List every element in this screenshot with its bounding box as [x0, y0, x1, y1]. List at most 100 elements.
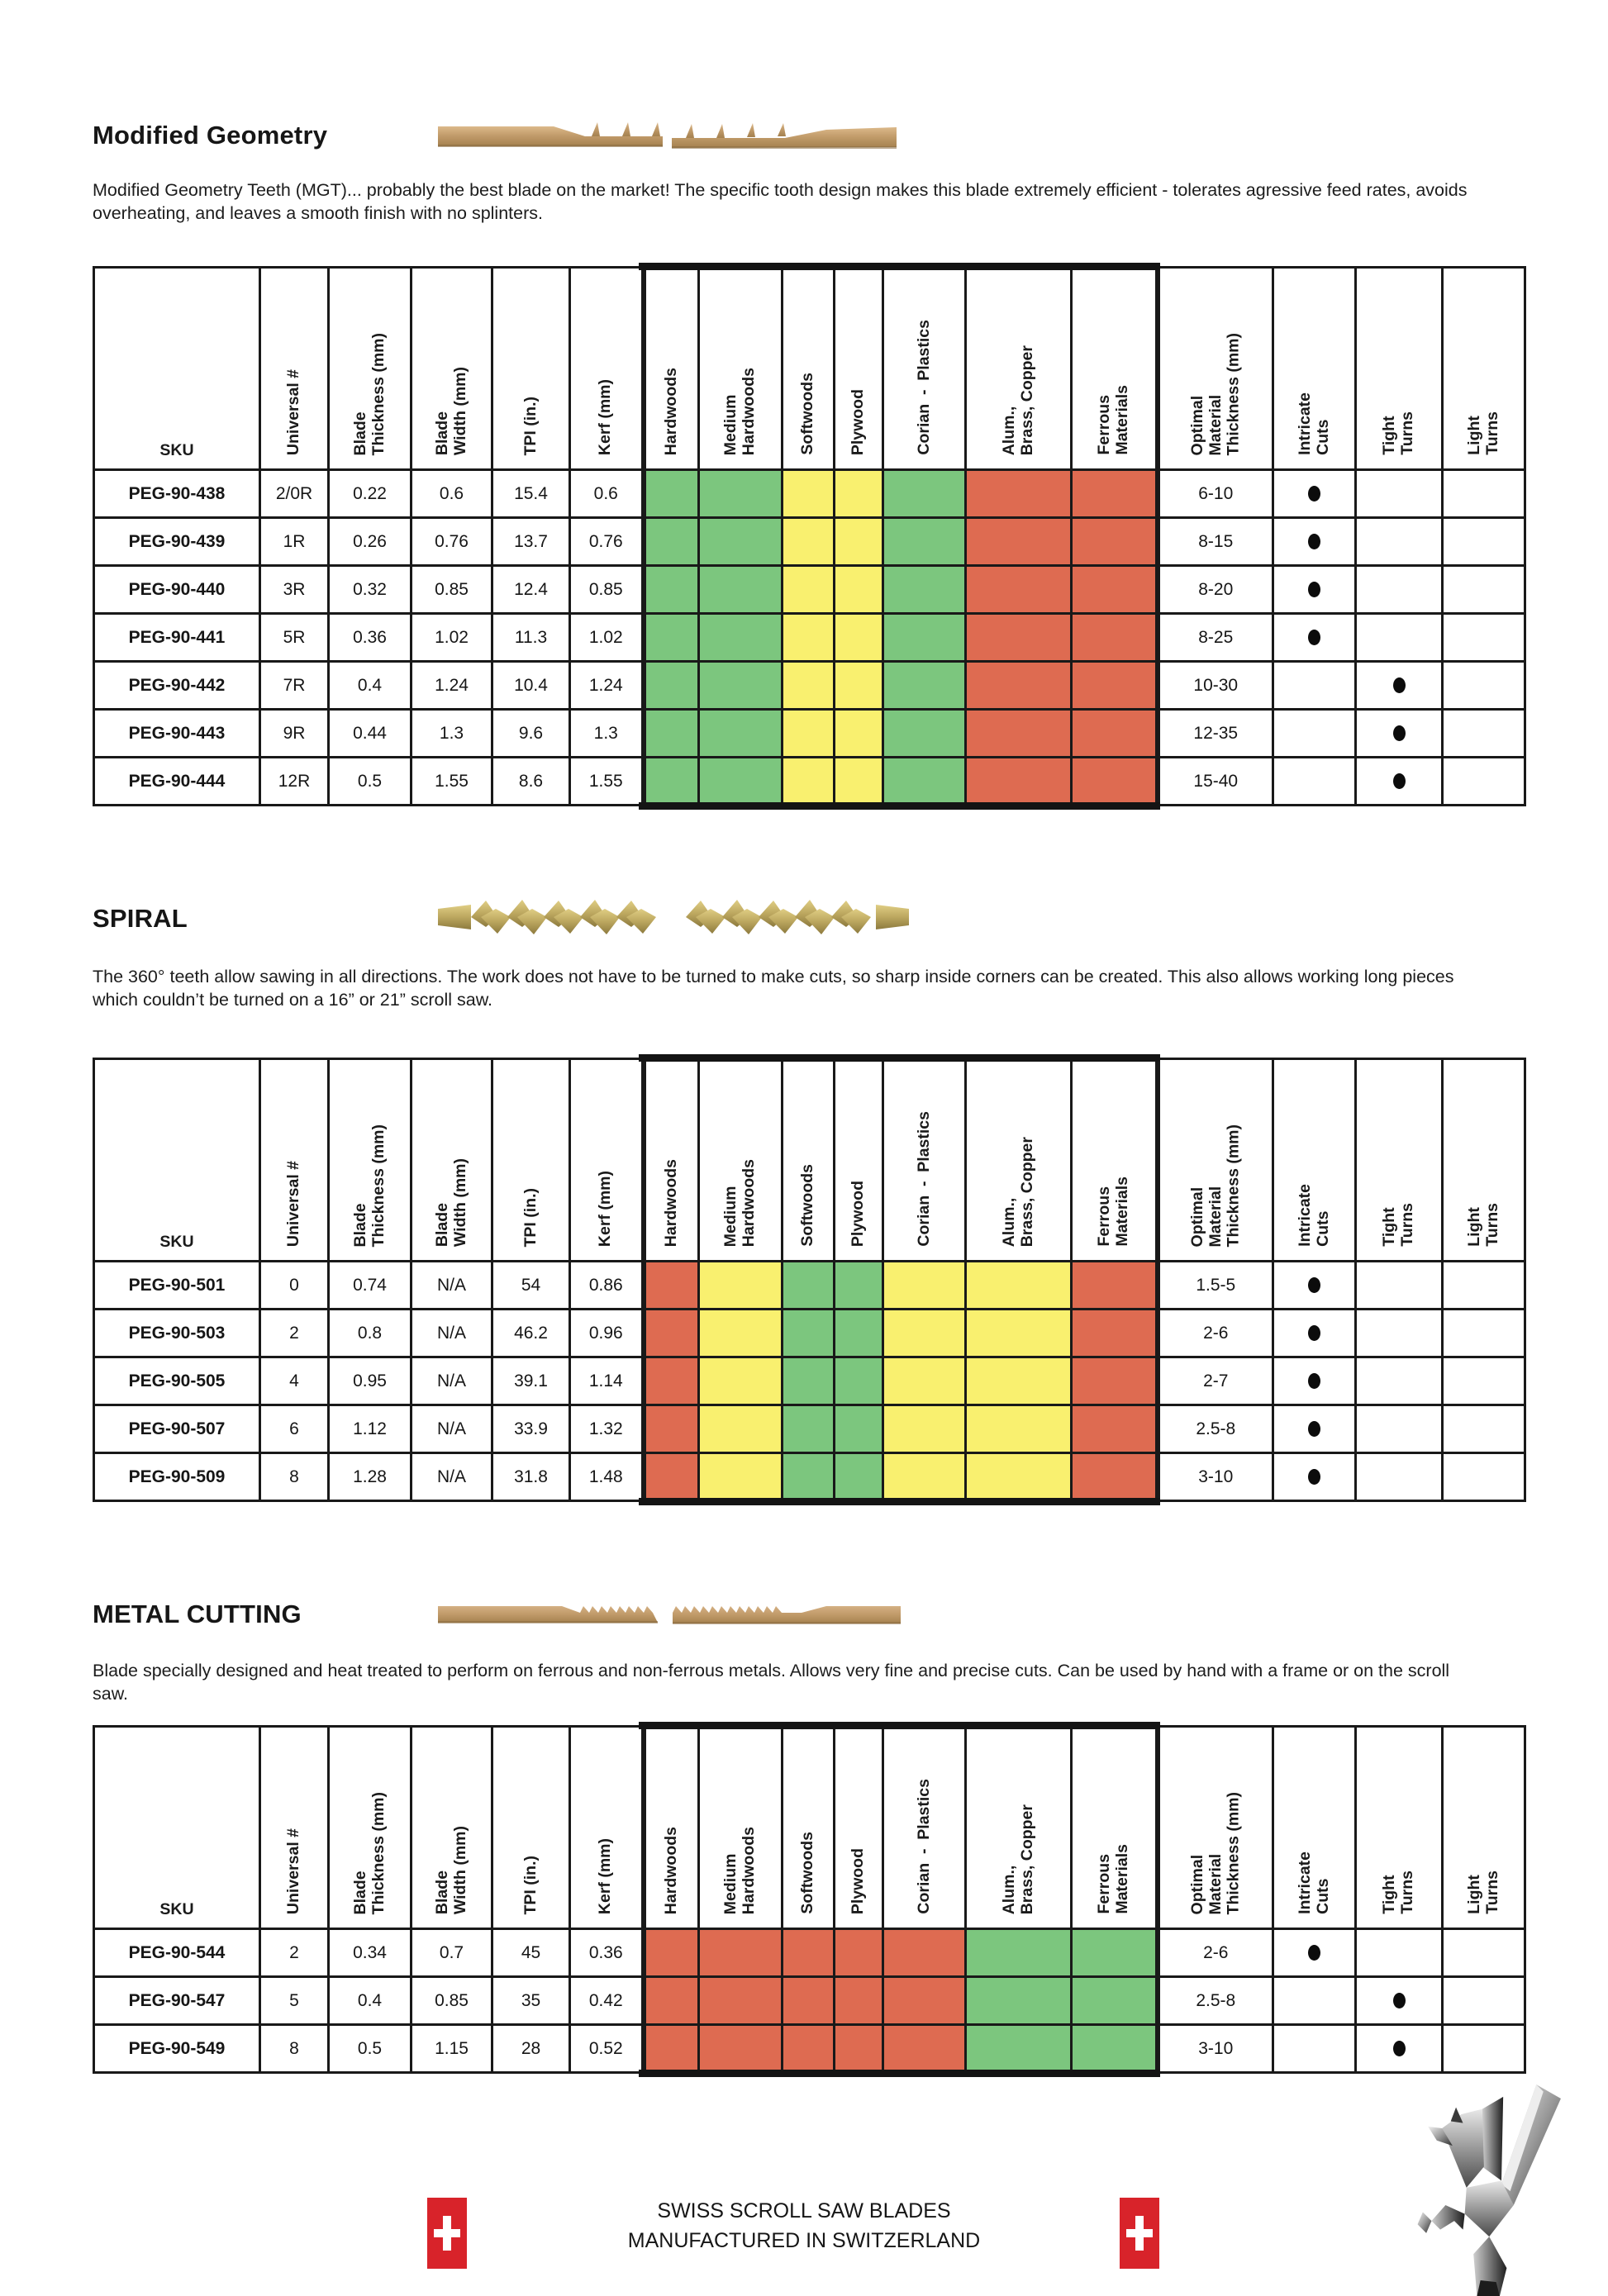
col-header-label: Universal #: [284, 1828, 303, 1914]
spec-table-wrap: SKU Universal # Blade Thickness (mm) Blade …: [93, 1722, 1526, 2077]
cell-light-turns: [1441, 756, 1526, 806]
cell-tpi: 28: [491, 2023, 571, 2074]
dot-marker: [1308, 486, 1320, 502]
cell-intricate-cuts: [1272, 1404, 1357, 1454]
cell-material-softwoods: [781, 708, 835, 758]
col-header-intricate-cuts: Intricate Cuts: [1272, 1058, 1357, 1262]
cell-kerf: 1.24: [569, 660, 645, 711]
cell-optimal-thickness: 15-40: [1156, 756, 1274, 806]
cell-blade-width: 1.24: [410, 660, 493, 711]
col-header-medium-hardwoods: Medium Hardwoods: [697, 1725, 783, 1930]
cell-optimal-thickness: 8-15: [1156, 516, 1274, 567]
col-header-tpi: TPI (in.): [491, 266, 571, 471]
cell-material-softwoods: [781, 1260, 835, 1310]
cell-optimal-thickness: 3-10: [1156, 1452, 1274, 1502]
cell-blade-width: 1.02: [410, 612, 493, 663]
cell-material-hardwoods: [640, 1975, 700, 2026]
col-header-hardwoods: Hardwoods: [640, 1725, 700, 1930]
col-header-tight-turns: Tight Turns: [1354, 1725, 1444, 1930]
cell-universal-number: 0: [259, 1260, 330, 1310]
cell-sku: PEG-90-501: [93, 1260, 261, 1310]
cell-tight-turns: [1354, 468, 1444, 519]
col-header-label: Hardwoods: [661, 1826, 680, 1914]
col-header-label: Plywood: [849, 1847, 868, 1914]
col-header-kerf: Kerf (mm): [569, 1058, 645, 1262]
cell-blade-thickness: 0.95: [327, 1356, 412, 1406]
cell-kerf: 1.55: [569, 756, 645, 806]
cell-sku: PEG-90-503: [93, 1308, 261, 1358]
cell-material-plywood: [833, 2023, 884, 2074]
col-header-ferrous-materials: Ferrous Materials: [1070, 1058, 1160, 1262]
cell-blade-thickness: 1.28: [327, 1452, 412, 1502]
cell-intricate-cuts: [1272, 756, 1357, 806]
cell-material-plywood: [833, 1308, 884, 1358]
col-header-plywood: Plywood: [833, 266, 884, 471]
cell-tpi: 31.8: [491, 1452, 571, 1502]
cell-material-medium-hardwoods: [697, 612, 783, 663]
cell-kerf: 0.85: [569, 564, 645, 615]
cell-sku: PEG-90-440: [93, 564, 261, 615]
cell-material-hardwoods: [640, 1928, 700, 1978]
col-header-label: Kerf (mm): [596, 1837, 615, 1914]
cell-material-alum-brass-copper: [964, 1356, 1073, 1406]
spec-table-wrap: SKU Universal # Blade Thickness (mm) Blade …: [93, 263, 1526, 810]
materials-group-border-top: [639, 1054, 1160, 1062]
cell-material-alum-brass-copper: [964, 756, 1073, 806]
section-header: Modified Geometry: [93, 121, 1608, 157]
cell-light-turns: [1441, 1452, 1526, 1502]
cell-material-softwoods: [781, 660, 835, 711]
cell-sku: PEG-90-442: [93, 660, 261, 711]
col-header-label: Medium Hardwoods: [721, 1158, 758, 1247]
cell-material-corian-plastics: [882, 1404, 967, 1454]
cell-optimal-thickness: 2-6: [1156, 1308, 1274, 1358]
cell-tight-turns: [1354, 1404, 1444, 1454]
cell-material-plywood: [833, 756, 884, 806]
cell-material-alum-brass-copper: [964, 708, 1073, 758]
cell-tight-turns: [1354, 660, 1444, 711]
swiss-flag-icon: [427, 2198, 467, 2269]
section-header: SPIRAL: [93, 900, 1608, 940]
cell-optimal-thickness: 10-30: [1156, 660, 1274, 711]
cell-material-corian-plastics: [882, 612, 967, 663]
col-header-optimal-material-thickness: Optimal Material Thickness (mm): [1156, 1058, 1274, 1262]
col-header-intricate-cuts: Intricate Cuts: [1272, 266, 1357, 471]
cell-tight-turns: [1354, 1975, 1444, 2026]
spec-table-spiral: SKU Universal # Blade Thickness (mm) Blade …: [93, 1058, 1526, 1502]
cell-intricate-cuts: [1272, 1260, 1357, 1310]
cell-material-plywood: [833, 1928, 884, 1978]
cell-light-turns: [1441, 1928, 1526, 1978]
col-header-label: Ferrous Materials: [1094, 1844, 1131, 1914]
col-header-light-turns: Light Turns: [1441, 1725, 1526, 1930]
cell-tpi: 10.4: [491, 660, 571, 711]
cell-blade-width: N/A: [410, 1308, 493, 1358]
col-header-universal-number: Universal #: [259, 1725, 330, 1930]
cell-blade-width: N/A: [410, 1260, 493, 1310]
section-description: Blade specially designed and heat treate…: [93, 1661, 1450, 1704]
col-header-label: Medium Hardwoods: [721, 1826, 758, 1914]
cell-sku: PEG-90-438: [93, 468, 261, 519]
col-header-label: Intricate Cuts: [1295, 1852, 1332, 1914]
cell-tpi: 9.6: [491, 708, 571, 758]
cell-light-turns: [1441, 708, 1526, 758]
cell-material-corian-plastics: [882, 1452, 967, 1502]
cell-universal-number: 2: [259, 1928, 330, 1978]
cell-sku: PEG-90-439: [93, 516, 261, 567]
col-header-blade-width: Blade Width (mm): [410, 1058, 493, 1262]
materials-group-border-bottom: [639, 1498, 1160, 1505]
cell-kerf: 1.32: [569, 1404, 645, 1454]
col-header-label: Corian - Plastics: [914, 320, 933, 455]
col-header-plywood: Plywood: [833, 1058, 884, 1262]
cell-material-ferrous-materials: [1070, 1356, 1160, 1406]
cell-universal-number: 2: [259, 1308, 330, 1358]
section-title: SPIRAL: [93, 904, 188, 933]
cell-tight-turns: [1354, 564, 1444, 615]
col-header-kerf: Kerf (mm): [569, 1725, 645, 1930]
col-header-label: Blade Width (mm): [432, 1158, 469, 1247]
cell-blade-width: 0.85: [410, 564, 493, 615]
cell-material-hardwoods: [640, 660, 700, 711]
col-header-blade-width: Blade Width (mm): [410, 1725, 493, 1930]
cell-intricate-cuts: [1272, 612, 1357, 663]
cell-tight-turns: [1354, 756, 1444, 806]
cell-material-ferrous-materials: [1070, 516, 1160, 567]
col-header-label: Light Turns: [1464, 1871, 1501, 1914]
